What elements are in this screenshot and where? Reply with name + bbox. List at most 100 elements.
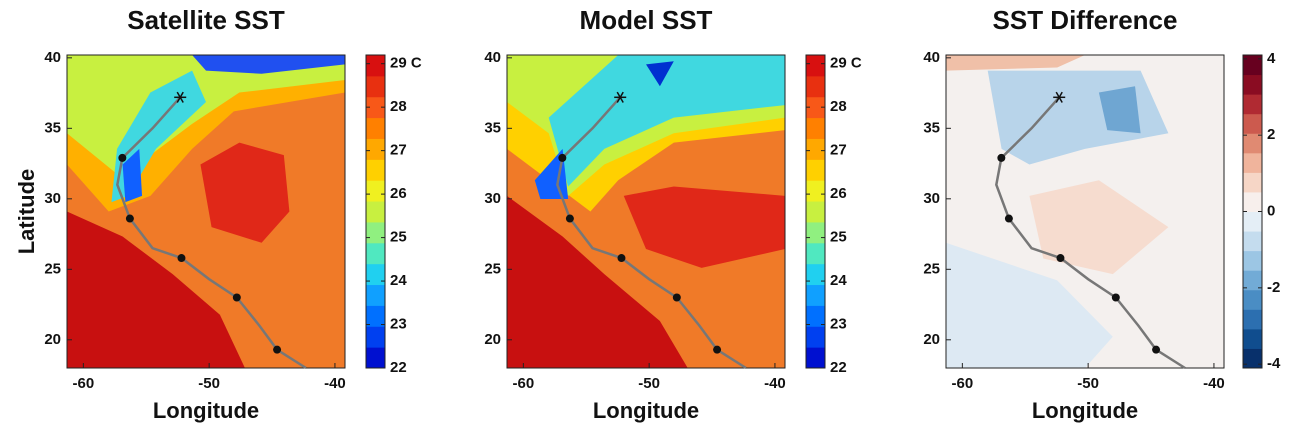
- storm-track: [995, 96, 1186, 370]
- track-point: [1152, 345, 1161, 354]
- colorbar-segment: [1243, 309, 1262, 330]
- colorbar-segment: [1243, 328, 1262, 349]
- field-region: [946, 242, 1113, 368]
- colorbar-tick-label: 26: [390, 185, 407, 202]
- field-region: [548, 55, 785, 187]
- track-point: [1056, 254, 1065, 263]
- track-point: [558, 153, 567, 162]
- colorbar-segment: [1243, 231, 1262, 252]
- storm-track: [116, 96, 307, 370]
- colorbar-segment: [366, 221, 385, 244]
- panel: Model SST Longitude -60 -50 -40 20 25 30 35 40 22 2…: [484, 5, 862, 423]
- colorbar-segment: [366, 138, 385, 160]
- y-tick-label: 20: [923, 331, 940, 348]
- plot-frame: [66, 54, 346, 369]
- colorbar-segment: [366, 55, 385, 77]
- colorbar-frame: [365, 54, 386, 369]
- colorbar-segment: [1243, 348, 1262, 369]
- x-tick-label: -60: [513, 375, 535, 392]
- colorbar-segment: [806, 201, 825, 223]
- track-point: [125, 214, 134, 223]
- y-tick-label: 40: [484, 49, 501, 66]
- colorbar-segment: [806, 96, 825, 119]
- colorbar-segment: [1243, 289, 1262, 310]
- colorbar-segment: [1243, 211, 1262, 232]
- colorbar-tick-label: 25: [830, 229, 847, 246]
- colorbar-tick-label: 24: [390, 272, 407, 289]
- colorbar-tick-label: 25: [390, 229, 407, 246]
- field-region: [507, 195, 688, 368]
- colorbar-segment: [1243, 270, 1262, 291]
- colorbar-segment: [1243, 55, 1262, 76]
- colorbar-tick-label: 23: [830, 315, 847, 332]
- y-tick-label: 20: [44, 331, 61, 348]
- colorbar-segment: [1243, 74, 1262, 95]
- colorbar-tick-label: 24: [830, 272, 847, 289]
- y-tick-label: 30: [923, 190, 940, 207]
- x-tick-label: -60: [73, 375, 95, 392]
- panel-title: Model SST: [580, 5, 713, 35]
- colorbar-segment: [806, 284, 825, 306]
- colorbar-segment: [1243, 94, 1262, 115]
- track-point: [617, 254, 626, 263]
- colorbar-tick-label: 27: [390, 142, 407, 159]
- colorbar-tick-label: -4: [1267, 355, 1281, 372]
- field-region: [1098, 86, 1141, 134]
- x-tick-label: -40: [1203, 375, 1225, 392]
- colorbar-segment: [1243, 133, 1262, 154]
- y-axis-label: Latitude: [14, 169, 39, 255]
- start-star: [1055, 91, 1063, 103]
- colorbar-segment: [366, 75, 385, 98]
- x-axis-label: Longitude: [593, 398, 699, 423]
- x-tick-label: -50: [638, 375, 660, 392]
- field-region: [1029, 180, 1169, 275]
- x-tick-label: -50: [198, 375, 220, 392]
- colorbar-segment: [806, 263, 825, 286]
- colorbar-segment: [806, 347, 825, 369]
- colorbar-segment: [806, 221, 825, 244]
- colorbar-tick-label: 26: [830, 185, 847, 202]
- colorbar-tick-label: 22: [390, 359, 407, 376]
- track-point: [565, 214, 574, 223]
- panel: Satellite SST Longitude Latitude -60 -50 -40 2…: [14, 5, 422, 423]
- colorbar-segment: [366, 180, 385, 202]
- track-point: [177, 254, 186, 263]
- plot-frame: [945, 54, 1225, 369]
- colorbar-segment: [366, 305, 385, 327]
- colorbar-segment: [806, 55, 825, 77]
- track-point: [232, 293, 241, 302]
- colorbar-segment: [1243, 113, 1262, 134]
- field-region: [646, 61, 674, 87]
- field-region: [623, 186, 785, 268]
- x-tick-label: -50: [1077, 375, 1099, 392]
- colorbar-tick-label: -2: [1267, 279, 1280, 296]
- colorbar-segment: [806, 326, 825, 348]
- y-tick-label: 25: [44, 260, 61, 277]
- panel-title: Satellite SST: [127, 5, 285, 35]
- colorbar-segment: [1243, 250, 1262, 271]
- y-tick-label: 35: [44, 119, 61, 136]
- track-point: [1111, 293, 1120, 302]
- colorbar-tick-label: 29 C: [830, 55, 862, 72]
- colorbar-segment: [366, 347, 385, 369]
- panel-title: SST Difference: [993, 5, 1178, 35]
- colorbar-segment: [366, 326, 385, 348]
- colorbar-segment: [366, 242, 385, 265]
- x-tick-label: -40: [764, 375, 786, 392]
- field-region: [122, 148, 143, 203]
- start-star: [176, 91, 184, 103]
- colorbar-segment: [366, 159, 385, 181]
- colorbar-tick-label: 2: [1267, 126, 1275, 143]
- track-point: [1004, 214, 1013, 223]
- colorbar-tick-label: 28: [390, 98, 407, 115]
- colorbar-tick-label: 22: [830, 359, 847, 376]
- colorbar-segment: [1243, 172, 1262, 193]
- y-tick-label: 40: [44, 49, 61, 66]
- x-axis-label: Longitude: [1032, 398, 1138, 423]
- colorbar-segment: [1243, 191, 1262, 212]
- y-tick-label: 20: [484, 331, 501, 348]
- colorbar-segment: [366, 117, 385, 139]
- field-region: [192, 55, 345, 74]
